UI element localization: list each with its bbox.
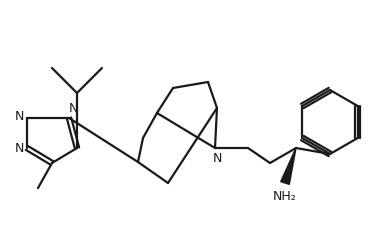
Text: N: N <box>212 153 222 166</box>
Text: N: N <box>14 111 24 123</box>
Text: N: N <box>68 102 78 115</box>
Polygon shape <box>281 148 296 184</box>
Text: NH₂: NH₂ <box>273 189 297 202</box>
Text: N: N <box>14 142 24 155</box>
